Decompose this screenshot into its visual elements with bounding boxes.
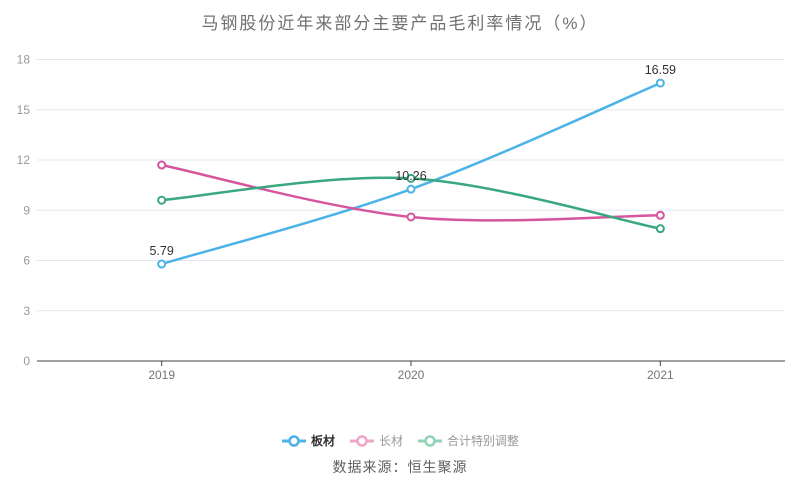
data-point-s1-2019[interactable]	[157, 160, 167, 170]
legend-line-marker-icon	[418, 435, 442, 447]
legend: 板材 长材 合计特别调整	[0, 433, 800, 449]
data-point-s2-2021[interactable]	[655, 224, 665, 234]
y-tick-label: 3	[23, 304, 30, 318]
y-tick-label: 0	[23, 354, 30, 368]
legend-line-marker-icon	[281, 435, 306, 447]
y-tick-label: 15	[17, 103, 31, 117]
line-chart-plot-area: 0 3 6 9 12 15 18 2019 2020 2021 5.79 10.26 16.59	[17, 53, 785, 382]
legend-item-label: 长材	[378, 434, 403, 448]
legend-item-label: 合计特别调整	[447, 434, 520, 448]
data-point-s2-2019[interactable]	[157, 195, 167, 205]
x-tick-label: 2020	[398, 368, 425, 382]
data-point-s0-2019[interactable]	[157, 259, 167, 269]
data-label: 10.26	[395, 169, 426, 183]
legend-item-plate[interactable]: 板材	[281, 433, 335, 449]
x-tick-label: 2021	[647, 368, 674, 382]
legend-line-marker-icon	[349, 435, 374, 447]
legend-item-total-adjusted[interactable]: 合计特别调整	[417, 433, 519, 449]
legend-marker-circle	[424, 435, 436, 447]
legend-item-long[interactable]: 长材	[349, 433, 403, 449]
y-tick-label: 12	[17, 153, 31, 167]
data-point-s0-2021[interactable]	[655, 78, 665, 88]
y-tick-label: 9	[23, 203, 30, 217]
y-tick-label: 6	[23, 254, 30, 268]
data-label: 5.79	[149, 244, 173, 258]
data-point-s1-2020[interactable]	[406, 212, 416, 222]
x-tick-label: 2019	[148, 368, 175, 382]
data-point-s0-2020[interactable]	[406, 184, 416, 194]
data-point-s2-2020[interactable]	[406, 173, 416, 183]
y-tick-label: 18	[17, 53, 31, 67]
data-source: 数据来源：恒生聚源	[332, 459, 468, 475]
legend-marker-circle	[356, 435, 368, 447]
data-point-s1-2021[interactable]	[655, 210, 665, 220]
data-label: 16.59	[645, 63, 676, 77]
legend-marker-circle	[288, 435, 300, 447]
chart-title: 马钢股份近年来部分主要产品毛利率情况（%）	[201, 14, 599, 33]
legend-item-label: 板材	[310, 434, 335, 448]
